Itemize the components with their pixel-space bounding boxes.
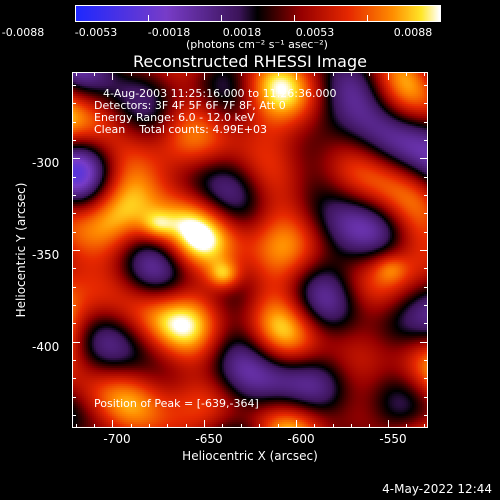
image-plot	[72, 72, 428, 428]
colorbar-tick-label: 0.0053	[295, 26, 335, 39]
generation-timestamp: 4-May-2022 12:44	[382, 482, 492, 496]
colorbar-gradient	[75, 5, 440, 21]
colorbar-tick-label: -0.0053	[74, 26, 118, 39]
colorbar-tick-label: -0.0018	[147, 26, 191, 39]
peak-position-label: Position of Peak = [-639,-364]	[94, 397, 259, 410]
x-axis-label: Heliocentric X (arcsec)	[182, 449, 318, 463]
y-axis-label: Heliocentric Y (arcsec)	[14, 182, 28, 318]
time-range-label: 4-Aug-2003 11:25:16.000 to 11:26:36.000	[103, 87, 337, 100]
colorbar	[75, 5, 440, 21]
clean-counts-label: Clean Total counts: 4.99E+03	[94, 123, 268, 136]
y-tick-label: -350	[32, 248, 60, 262]
x-tick-label: -650	[195, 432, 223, 446]
plot-frame	[72, 72, 428, 428]
colorbar-units: (photons cm⁻² s⁻¹ asec⁻²)	[186, 38, 328, 51]
energy-range-label: Energy Range: 6.0 - 12.0 keV	[94, 111, 255, 124]
x-tick-label: -700	[103, 432, 131, 446]
detectors-label: Detectors: 3F 4F 5F 6F 7F 8F, Att 0	[94, 99, 286, 112]
y-tick-label: -300	[32, 156, 60, 170]
x-tick-label: -600	[287, 432, 315, 446]
y-tick-label: -400	[32, 340, 60, 354]
x-tick-label: -550	[379, 432, 407, 446]
colorbar-tick-label: -0.0088	[1, 26, 45, 39]
colorbar-frame	[75, 5, 441, 22]
reconstructed-image	[72, 72, 428, 428]
colorbar-tick-label: 0.0088	[393, 26, 433, 39]
colorbar-tick-label: 0.0018	[222, 26, 262, 39]
plot-title: Reconstructed RHESSI Image	[133, 52, 367, 71]
